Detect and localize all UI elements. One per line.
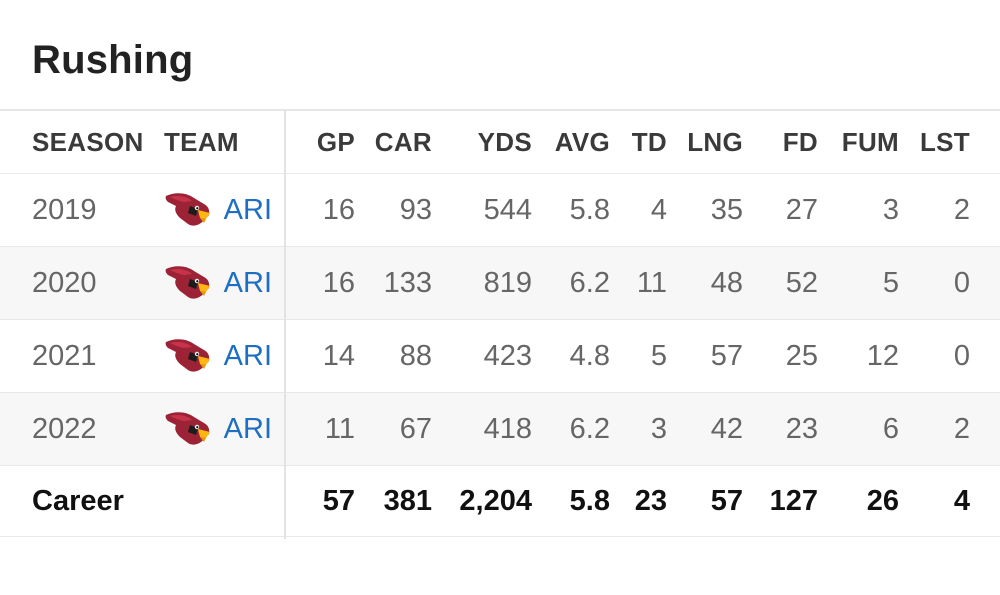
cardinal-head-icon — [164, 407, 216, 451]
car-cell: 88 — [399, 339, 432, 372]
cardinal-head-icon — [164, 334, 216, 378]
lng-cell: 35 — [710, 193, 743, 226]
season-cell: 2021 — [32, 339, 97, 372]
car-cell: 67 — [399, 412, 432, 445]
car-cell: 133 — [383, 266, 432, 299]
team-link[interactable]: ARI — [223, 266, 272, 299]
career-fum: 26 — [866, 484, 899, 517]
yds-cell: 423 — [483, 339, 532, 372]
table-row: 2019 ARI 16 93 544 5. — [0, 174, 1000, 247]
cardinal-head-icon — [164, 188, 216, 232]
career-label: Career — [32, 484, 124, 517]
fum-cell: 5 — [882, 266, 899, 299]
fd-cell: 27 — [785, 193, 818, 226]
lng-cell: 42 — [710, 412, 743, 445]
td-cell: 11 — [636, 266, 667, 299]
team-cell[interactable]: ARI — [164, 247, 279, 319]
career-fd: 127 — [769, 484, 818, 517]
team-link[interactable]: ARI — [223, 193, 272, 226]
header-car[interactable]: CAR — [374, 126, 432, 157]
lst-cell: 0 — [953, 266, 970, 299]
fd-cell: 23 — [785, 412, 818, 445]
career-td: 23 — [634, 484, 667, 517]
section-title: Rushing — [32, 38, 194, 82]
lst-cell: 2 — [953, 412, 970, 445]
frozen-column-divider — [284, 109, 286, 539]
lst-cell: 0 — [953, 339, 970, 372]
td-cell: 4 — [650, 193, 667, 226]
lng-cell: 48 — [710, 266, 743, 299]
car-cell: 93 — [399, 193, 432, 226]
table-row: 2020 ARI 16 133 819 6 — [0, 247, 1000, 320]
avg-cell: 4.8 — [569, 339, 610, 372]
career-totals-row: Career 57 381 2,204 5.8 23 57 127 26 4 — [0, 466, 1000, 537]
yds-cell: 418 — [483, 412, 532, 445]
season-cell: 2020 — [32, 266, 97, 299]
lst-cell: 2 — [953, 193, 970, 226]
table-header-row: SEASON TEAM GP CAR YDS AVG TD LNG FD FUM… — [0, 111, 1000, 174]
td-cell: 3 — [650, 412, 667, 445]
header-team[interactable]: TEAM — [164, 126, 239, 157]
header-gp[interactable]: GP — [316, 126, 355, 157]
table-row: 2021 ARI 14 88 423 4. — [0, 320, 1000, 393]
gp-cell: 16 — [322, 266, 355, 299]
gp-cell: 11 — [324, 412, 355, 445]
career-gp: 57 — [322, 484, 355, 517]
fum-cell: 12 — [866, 339, 899, 372]
yds-cell: 819 — [483, 266, 532, 299]
header-yds[interactable]: YDS — [477, 126, 532, 157]
career-yds: 2,204 — [459, 484, 532, 517]
season-cell: 2022 — [32, 412, 97, 445]
team-cell[interactable]: ARI — [164, 174, 279, 246]
td-cell: 5 — [650, 339, 667, 372]
yds-cell: 544 — [483, 193, 532, 226]
season-cell: 2019 — [32, 193, 97, 226]
team-link[interactable]: ARI — [223, 412, 272, 445]
avg-cell: 5.8 — [569, 193, 610, 226]
header-season[interactable]: SEASON — [32, 126, 144, 157]
team-cell[interactable]: ARI — [164, 393, 279, 465]
avg-cell: 6.2 — [569, 412, 610, 445]
career-avg: 5.8 — [569, 484, 610, 517]
header-avg[interactable]: AVG — [554, 126, 610, 157]
team-link[interactable]: ARI — [223, 339, 272, 372]
header-lng[interactable]: LNG — [687, 126, 743, 157]
team-cell[interactable]: ARI — [164, 320, 279, 392]
fd-cell: 52 — [785, 266, 818, 299]
header-lst[interactable]: LST — [919, 126, 970, 157]
header-fd[interactable]: FD — [782, 126, 818, 157]
gp-cell: 14 — [322, 339, 355, 372]
gp-cell: 16 — [322, 193, 355, 226]
lng-cell: 57 — [710, 339, 743, 372]
fd-cell: 25 — [785, 339, 818, 372]
career-lst: 4 — [953, 484, 970, 517]
avg-cell: 6.2 — [569, 266, 610, 299]
career-lng: 57 — [710, 484, 743, 517]
header-td[interactable]: TD — [631, 126, 667, 157]
rushing-table: SEASON TEAM GP CAR YDS AVG TD LNG FD FUM… — [0, 109, 1000, 537]
career-car: 381 — [383, 484, 432, 517]
cardinal-head-icon — [164, 261, 216, 305]
table-row: 2022 ARI 11 67 418 6. — [0, 393, 1000, 466]
fum-cell: 3 — [882, 193, 899, 226]
header-fum[interactable]: FUM — [841, 126, 899, 157]
fum-cell: 6 — [882, 412, 899, 445]
